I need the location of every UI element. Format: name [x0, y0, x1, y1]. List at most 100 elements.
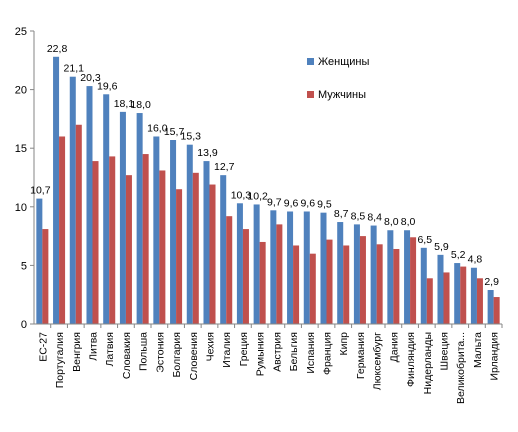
bar-women — [270, 210, 277, 324]
data-label-women: 9,7 — [267, 196, 282, 208]
legend-swatch-men — [307, 91, 314, 98]
bar-women — [69, 76, 76, 324]
y-tick-label: 0 — [21, 319, 27, 331]
category-label: Финляндия — [405, 332, 417, 387]
category-label: Дания — [388, 332, 400, 362]
category-label: Польша — [138, 332, 150, 371]
category-label: Румыния — [255, 332, 267, 376]
bar-women — [370, 225, 377, 324]
bar-men — [176, 189, 183, 324]
bar-women — [53, 56, 60, 325]
category-label: Словакия — [121, 332, 133, 379]
bar-men — [276, 224, 283, 324]
bar-men — [209, 184, 216, 324]
bar-men — [75, 124, 82, 324]
category-label: Греция — [238, 332, 250, 366]
bar-men — [493, 297, 500, 324]
data-label-women: 10,7 — [30, 185, 51, 197]
data-label-women: 15,3 — [181, 131, 202, 143]
category-label: Нидерланды — [422, 332, 434, 394]
category-label: Мальта — [472, 332, 484, 368]
bar-men — [460, 266, 467, 324]
bar-women — [103, 94, 110, 325]
bar-men — [109, 156, 116, 324]
bar-women — [404, 230, 411, 324]
category-label: Чехия — [205, 332, 217, 361]
bar-men — [42, 229, 49, 324]
bar-women — [487, 290, 494, 324]
data-label-women: 8,0 — [384, 216, 399, 228]
data-label-women: 18,1 — [114, 98, 135, 110]
data-label-women: 9,5 — [317, 199, 332, 211]
y-tick-label: 15 — [15, 143, 27, 155]
category-label: ЕС-27 — [37, 332, 49, 362]
category-label: Латвия — [104, 332, 116, 366]
category-label: Литва — [88, 332, 100, 361]
bar-women — [36, 198, 43, 324]
bar-men — [159, 170, 166, 324]
data-label-women: 5,9 — [434, 241, 449, 253]
bar-men — [226, 216, 233, 324]
bar-women — [86, 86, 93, 324]
data-label-women: 9,6 — [284, 197, 299, 209]
category-label: Болгария — [171, 332, 183, 377]
bar-women — [170, 139, 177, 324]
data-label-women: 20,3 — [80, 72, 101, 84]
bar-women — [253, 204, 260, 324]
legend-swatch-women — [307, 58, 314, 65]
bar-men — [476, 278, 483, 324]
data-label-women: 10,3 — [231, 189, 252, 201]
bar-women — [203, 161, 210, 324]
data-label-women: 18,0 — [130, 99, 151, 111]
bar-women — [236, 203, 243, 324]
category-label: Ирландия — [489, 332, 501, 380]
bar-men — [92, 161, 99, 324]
bar-men — [59, 136, 66, 324]
bar-women — [303, 211, 310, 324]
category-label: Австрия — [271, 332, 283, 372]
data-labels: 10,7 22,8 21,120,319,6 18,118,0 16,015,715,3… — [30, 43, 499, 288]
y-tick-label: 5 — [21, 260, 27, 272]
category-label: Великобрита... — [455, 332, 467, 404]
y-tick-label: 20 — [15, 85, 27, 97]
bar-men — [192, 172, 199, 324]
bar-men — [309, 253, 316, 324]
data-label-women: 21,1 — [64, 63, 85, 75]
bar-women — [220, 175, 227, 324]
legend-label-men: Мужчины — [318, 89, 366, 101]
category-label: Италия — [221, 332, 233, 368]
bar-men — [359, 236, 366, 324]
data-label-women: 9,6 — [300, 197, 315, 209]
bar-women — [337, 222, 344, 324]
data-label-women: 22,8 — [47, 43, 68, 55]
category-label: Испания — [305, 332, 317, 374]
bar-women — [353, 224, 360, 324]
bar-men — [242, 229, 249, 324]
category-label: Венгрия — [71, 332, 83, 372]
data-label-women: 2,9 — [484, 276, 499, 288]
y-tick-label: 10 — [15, 202, 27, 214]
x-axis: ЕС-27 Португалия Венгрия Литва Латвия Словаки… — [34, 323, 503, 404]
data-label-women: 6,5 — [417, 234, 432, 246]
category-label: Франция — [322, 332, 334, 375]
data-label-women: 8,5 — [351, 210, 366, 222]
bar-women — [470, 267, 477, 324]
bar-women — [153, 136, 160, 324]
category-label: Люксембург — [372, 332, 384, 390]
bar-men — [259, 241, 266, 324]
category-label: Словения — [188, 332, 200, 380]
data-label-women: 16,0 — [147, 122, 168, 134]
bar-men — [443, 272, 450, 324]
data-label-women: 8,7 — [334, 208, 349, 220]
data-label-women: 8,4 — [367, 212, 382, 224]
y-tick-label: 25 — [15, 26, 27, 38]
bar-women — [387, 230, 394, 324]
data-label-women: 5,2 — [451, 249, 466, 261]
data-label-women: 19,6 — [97, 80, 118, 92]
category-label: Эстония — [154, 332, 166, 373]
y-axis: 0 5 10 15 20 25 — [15, 26, 35, 331]
bar-women — [320, 212, 327, 324]
data-label-women: 12,7 — [214, 161, 235, 173]
bar-women — [136, 113, 143, 324]
bar-women — [454, 263, 461, 324]
